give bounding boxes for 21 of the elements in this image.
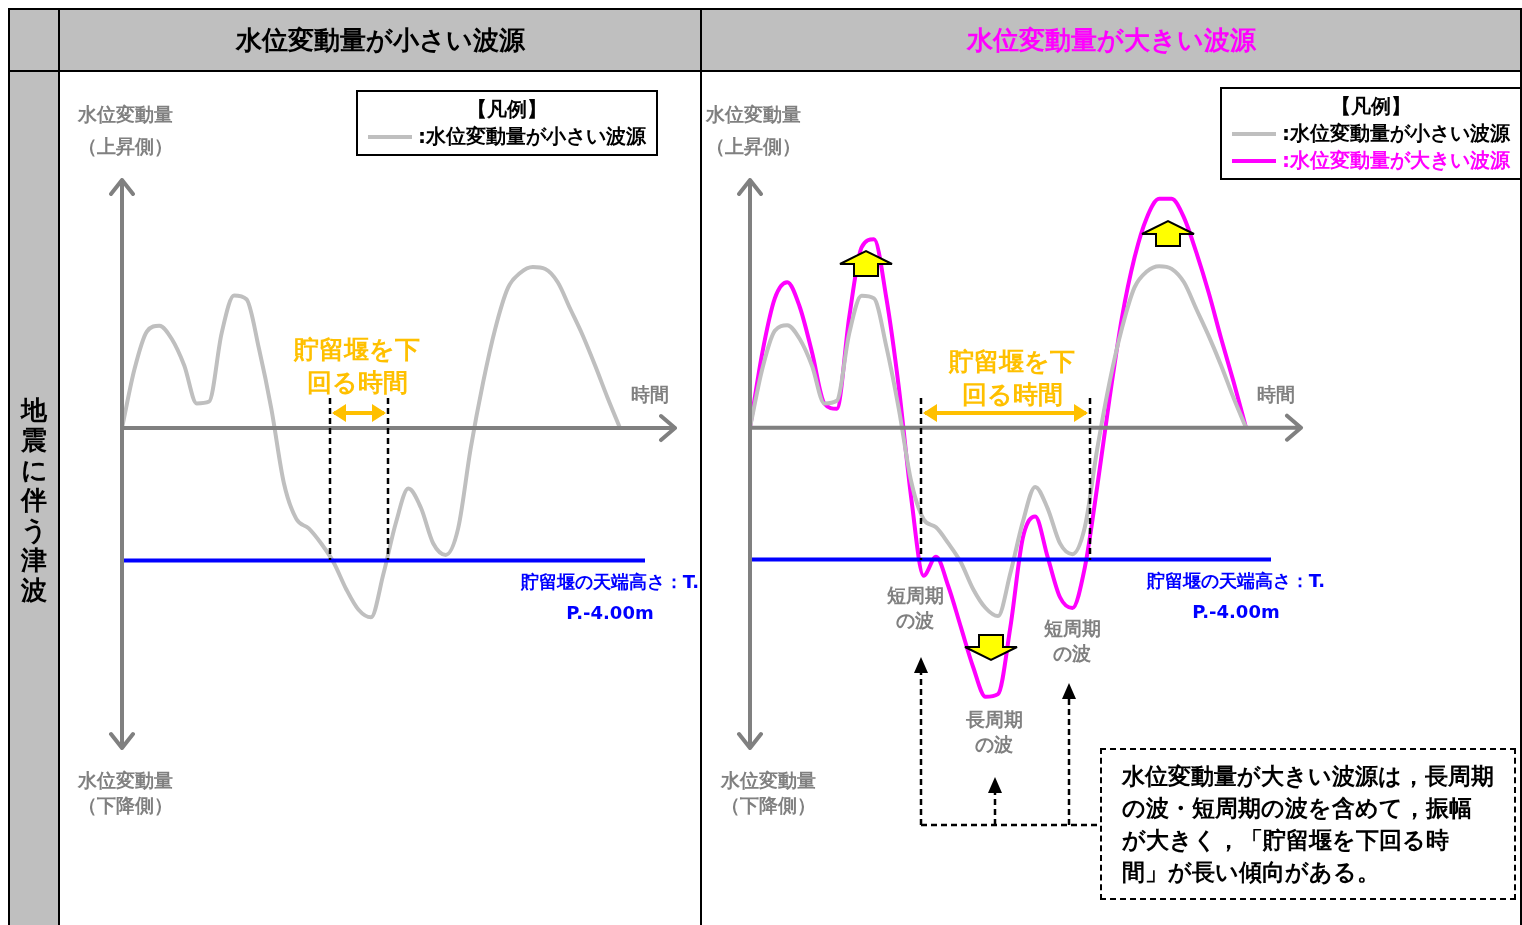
legend-title: 【凡例】 (1330, 93, 1412, 120)
text: 水位変動量（下降側） (76, 768, 174, 818)
legend-title: 【凡例】 (466, 96, 548, 123)
text: 地震に伴う津波 (20, 395, 48, 605)
legend-label: :水位変動量が小さい波源 (418, 123, 646, 150)
x-axis-title: 時間 (1257, 382, 1295, 405)
chart-title: 水位変動量が小さい波源 (58, 8, 702, 72)
chart-title: 水位変動量が大きい波源 (700, 8, 1522, 72)
legend-label: :水位変動量が小さい波源 (1282, 120, 1510, 147)
annotation: 短周期の波 (1042, 616, 1102, 666)
annotation: 貯留堰を下回る時間 (293, 334, 421, 399)
legend-label: :水位変動量が大きい波源 (1282, 147, 1510, 174)
text: 水位変動量が大きい波源は，長周期の波・短周期の波を含めて，振幅が大きく，「貯留堰を下回る時間」が長い傾向がある。 (1100, 748, 1516, 900)
x-axis-title: 時間 (631, 382, 669, 405)
ref-line-label: 貯留堰の天端高さ：T.P.-4.00m (520, 569, 700, 625)
ref-line-label: 貯留堰の天端高さ：T.P.-4.00m (1146, 568, 1326, 624)
y-axis-title: 水位変動量（上昇側） (704, 102, 802, 159)
text: 水位変動量（下降側） (719, 768, 817, 818)
y-axis-title: 水位変動量（上昇側） (76, 102, 174, 159)
annotation: 短周期の波 (885, 583, 945, 633)
annotation: 貯留堰を下回る時間 (948, 346, 1076, 411)
